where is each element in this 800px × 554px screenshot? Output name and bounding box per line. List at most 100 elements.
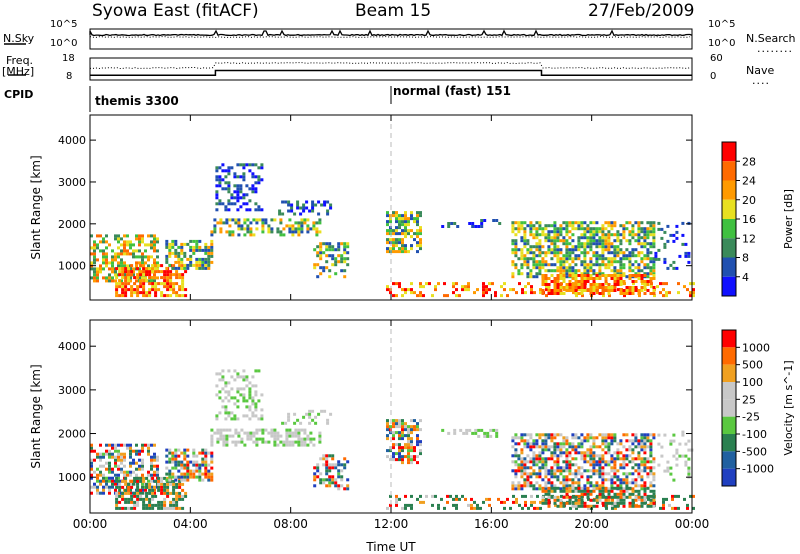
data-cell bbox=[598, 466, 602, 470]
data-cell bbox=[126, 240, 129, 244]
data-cell bbox=[529, 475, 533, 479]
data-cell bbox=[601, 292, 605, 295]
data-cell bbox=[142, 273, 146, 277]
data-cell bbox=[325, 469, 329, 473]
data-cell bbox=[300, 218, 304, 222]
data-cell bbox=[145, 485, 149, 489]
data-cell bbox=[141, 461, 144, 465]
data-cell bbox=[325, 463, 329, 467]
data-cell bbox=[649, 266, 653, 270]
data-cell bbox=[640, 436, 644, 440]
data-cell bbox=[559, 263, 563, 267]
data-cell bbox=[171, 251, 175, 255]
data-cell bbox=[142, 282, 146, 286]
data-cell bbox=[163, 491, 167, 495]
data-cell bbox=[529, 245, 533, 249]
data-cell bbox=[306, 224, 310, 228]
data-cell bbox=[607, 224, 611, 228]
data-cell bbox=[221, 178, 225, 182]
data-cell bbox=[562, 269, 566, 273]
data-cell bbox=[611, 503, 614, 507]
data-cell bbox=[401, 294, 404, 298]
data-cell bbox=[255, 221, 259, 225]
data-cell bbox=[652, 472, 656, 476]
data-cell bbox=[331, 475, 335, 479]
data-cell bbox=[346, 478, 350, 482]
data-cell bbox=[261, 224, 265, 228]
data-cell bbox=[306, 227, 310, 231]
nave-top-tick: 60 bbox=[710, 53, 723, 64]
data-cell bbox=[580, 472, 584, 476]
data-cell bbox=[583, 454, 587, 458]
data-cell bbox=[431, 503, 434, 507]
data-cell bbox=[580, 263, 584, 267]
data-cell bbox=[257, 181, 261, 185]
data-cell bbox=[218, 199, 222, 203]
data-cell bbox=[616, 442, 620, 446]
data-cell bbox=[413, 455, 416, 459]
data-cell bbox=[518, 503, 521, 507]
data-cell bbox=[619, 260, 623, 264]
data-cell bbox=[592, 469, 596, 473]
data-cell bbox=[565, 439, 569, 443]
data-cell bbox=[649, 257, 653, 261]
data-cell bbox=[652, 274, 656, 277]
data-cell bbox=[291, 431, 295, 435]
data-cell bbox=[659, 282, 662, 286]
data-cell bbox=[136, 488, 140, 492]
data-cell bbox=[565, 245, 569, 249]
data-cell bbox=[568, 486, 572, 490]
data-cell bbox=[254, 163, 258, 167]
data-cell bbox=[121, 291, 125, 295]
data-cell bbox=[261, 227, 265, 231]
data-cell bbox=[616, 254, 620, 258]
data-cell bbox=[316, 263, 320, 267]
data-cell bbox=[526, 242, 530, 246]
data-cell bbox=[105, 443, 108, 447]
data-cell bbox=[319, 478, 323, 482]
data-cell bbox=[619, 292, 623, 295]
data-cell bbox=[114, 458, 117, 462]
data-cell bbox=[556, 504, 560, 508]
data-cell bbox=[547, 469, 551, 473]
data-cell bbox=[314, 203, 318, 207]
data-cell bbox=[637, 233, 641, 237]
data-cell bbox=[571, 448, 575, 452]
data-cell bbox=[246, 431, 250, 435]
data-cell bbox=[649, 484, 653, 488]
data-cell bbox=[589, 230, 593, 234]
data-cell bbox=[559, 292, 563, 295]
data-cell bbox=[218, 390, 222, 394]
data-cell bbox=[580, 495, 584, 499]
data-cell bbox=[239, 175, 243, 179]
data-cell bbox=[619, 242, 623, 246]
data-cell bbox=[294, 221, 298, 225]
colorbar-label: Power [dB] bbox=[782, 189, 795, 249]
data-cell bbox=[672, 478, 676, 482]
data-cell bbox=[577, 221, 581, 225]
data-cell bbox=[132, 273, 135, 277]
data-cell bbox=[156, 470, 159, 474]
data-cell bbox=[141, 464, 144, 468]
data-cell bbox=[559, 227, 563, 231]
data-cell bbox=[111, 261, 114, 265]
data-cell bbox=[437, 506, 440, 510]
data-cell bbox=[300, 428, 304, 432]
data-cell bbox=[517, 230, 521, 234]
data-cell bbox=[105, 449, 108, 453]
data-cell bbox=[419, 226, 422, 230]
data-cell bbox=[172, 497, 176, 501]
data-cell bbox=[416, 422, 419, 426]
data-cell bbox=[150, 240, 153, 244]
data-cell bbox=[130, 497, 134, 501]
data-cell bbox=[547, 248, 551, 252]
data-cell bbox=[592, 442, 596, 446]
data-cell bbox=[547, 495, 551, 499]
data-cell bbox=[129, 473, 132, 477]
data-cell bbox=[337, 245, 341, 249]
data-cell bbox=[524, 291, 527, 295]
data-cell bbox=[619, 451, 623, 455]
data-cell bbox=[580, 221, 584, 225]
data-cell bbox=[257, 399, 261, 403]
data-cell bbox=[637, 457, 641, 461]
